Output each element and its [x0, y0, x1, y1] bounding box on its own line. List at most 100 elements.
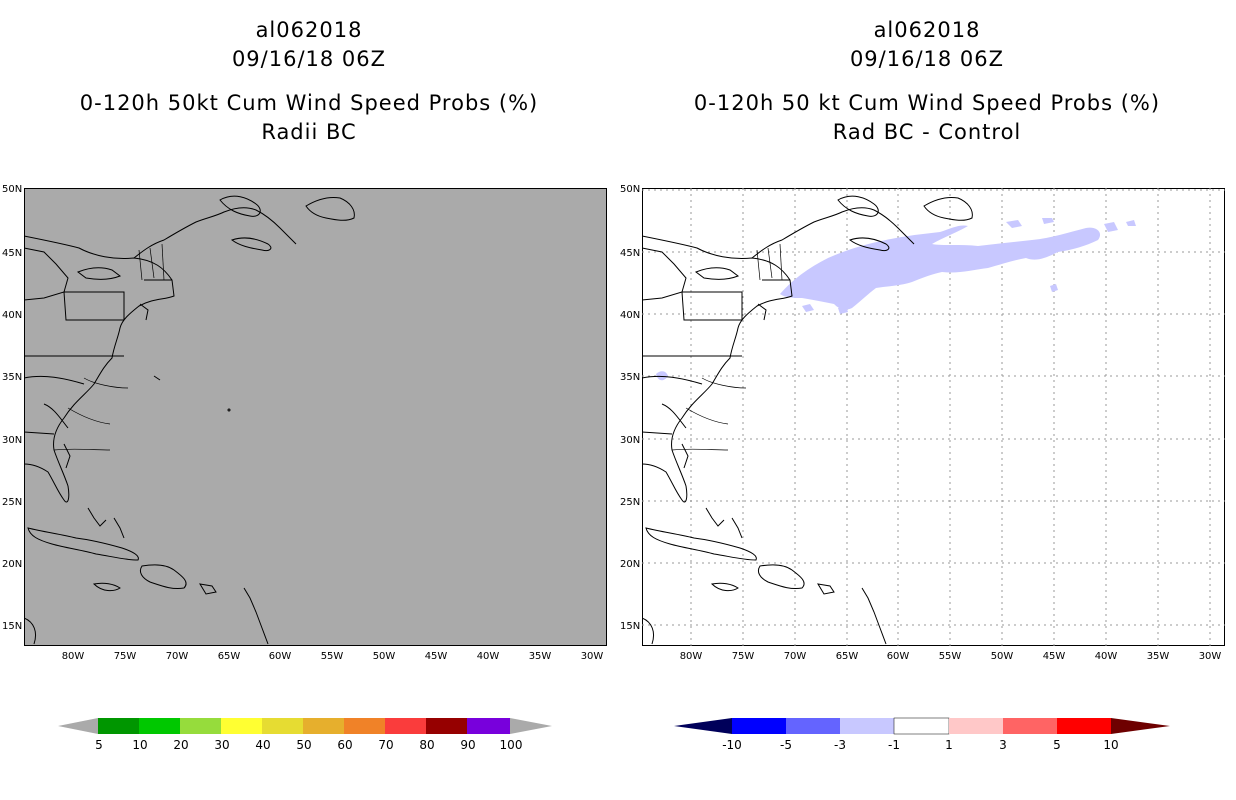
lon-label: 65W	[835, 651, 859, 662]
colorbar-swatch	[426, 718, 467, 734]
product-title: 0-120h 50kt Cum Wind Speed Probs (%)	[79, 91, 539, 115]
lon-label: 50W	[372, 651, 396, 662]
colorbar-label: 3	[999, 738, 1007, 752]
lon-label: 55W	[320, 651, 344, 662]
colorbar-swatch	[139, 718, 180, 734]
colorbar-swatch	[949, 718, 1003, 734]
left-panel: al062018 09/16/18 06Z 0-120h 50kt Cum Wi…	[2, 18, 607, 752]
lon-label: 30W	[580, 651, 604, 662]
product-title: 0-120h 50 kt Cum Wind Speed Probs (%)	[693, 91, 1161, 115]
lon-label: 40W	[476, 651, 500, 662]
colorbar-label: -5	[780, 738, 792, 752]
colorbar-label: 5	[1053, 738, 1061, 752]
colorbar-label: 80	[419, 738, 435, 752]
colorbar-swatch	[1003, 718, 1057, 734]
colorbar-label: 100	[499, 738, 523, 752]
lat-label: 15N	[2, 621, 23, 632]
colorbar-swatch	[385, 718, 426, 734]
colorbar-end-low	[58, 718, 98, 734]
colorbar-swatch	[344, 718, 385, 734]
lat-label: 30N	[620, 435, 641, 446]
colorbar-label: 90	[460, 738, 476, 752]
colorbar-label: 5	[95, 738, 103, 752]
colorbar-label: 50	[296, 738, 312, 752]
lon-label: 75W	[731, 651, 755, 662]
colorbar-label: -1	[888, 738, 900, 752]
storm-id: al062018	[255, 18, 363, 42]
state-borders	[53, 243, 165, 451]
colorbar-swatch	[303, 718, 344, 734]
lon-label: 55W	[938, 651, 962, 662]
colorbar-probs	[58, 718, 552, 734]
colorbar-label: -3	[834, 738, 846, 752]
lat-label: 15N	[620, 621, 641, 632]
subtitle: Rad BC - Control	[832, 120, 1022, 144]
lon-label: 50W	[990, 651, 1014, 662]
lat-label: 30N	[2, 435, 23, 446]
colorbar-label: 1	[945, 738, 953, 752]
colorbar-label: 10	[132, 738, 148, 752]
colorbar-label: 40	[255, 738, 271, 752]
colorbar-label: 10	[1103, 738, 1119, 752]
lat-label: 40N	[620, 310, 641, 321]
lon-label: 45W	[424, 651, 448, 662]
colorbar-swatch	[786, 718, 840, 734]
colorbar-swatch	[262, 718, 303, 734]
lon-label: 30W	[1198, 651, 1222, 662]
colorbar-end-high	[510, 718, 552, 734]
map-frame	[24, 188, 607, 646]
lat-label: 50N	[2, 184, 23, 195]
colorbar-label: 60	[337, 738, 353, 752]
datetime: 09/16/18 06Z	[231, 47, 387, 71]
lat-label: 50N	[620, 184, 641, 195]
colorbar-label: -10	[722, 738, 742, 752]
gridlines	[642, 188, 1225, 646]
lon-label: 45W	[1042, 651, 1066, 662]
colorbar-end-low	[674, 718, 732, 734]
lat-label: 25N	[2, 497, 23, 508]
right-panel: al062018 09/16/18 06Z 0-120h 50 kt Cum W…	[618, 0, 1236, 800]
lat-label: 35N	[620, 372, 641, 383]
coastlines	[24, 195, 355, 645]
lon-label: 65W	[217, 651, 241, 662]
map-svg	[642, 188, 1225, 646]
storm-id: al062018	[873, 18, 981, 42]
colorbar-swatch	[467, 718, 510, 734]
map-frame	[642, 188, 1225, 646]
colorbar-label: 20	[173, 738, 189, 752]
lat-label: 45N	[2, 248, 23, 259]
lon-label: 40W	[1094, 651, 1118, 662]
map-background	[24, 188, 607, 646]
state-borders	[671, 243, 783, 451]
colorbar-end-high	[1111, 718, 1170, 734]
subtitle: Radii BC	[261, 120, 357, 144]
lon-label: 70W	[165, 651, 189, 662]
colorbar-swatch	[893, 717, 950, 735]
prob-difference-area	[656, 218, 1136, 381]
lon-label: 35W	[528, 651, 552, 662]
lon-label: 60W	[886, 651, 910, 662]
lon-label: 35W	[1146, 651, 1170, 662]
lat-label: 25N	[620, 497, 641, 508]
lon-label: 80W	[679, 651, 703, 662]
lon-label: 60W	[268, 651, 292, 662]
colorbar-swatch	[732, 718, 786, 734]
lon-label: 70W	[783, 651, 807, 662]
map-svg	[24, 188, 607, 646]
colorbar-label: 70	[378, 738, 394, 752]
lon-label: 80W	[61, 651, 85, 662]
colorbar-swatch	[180, 718, 221, 734]
colorbar-swatch	[840, 718, 894, 734]
colorbar-swatch	[221, 718, 262, 734]
lon-label: 75W	[113, 651, 137, 662]
lat-label: 35N	[2, 372, 23, 383]
colorbar-label: 30	[214, 738, 230, 752]
lat-label: 40N	[2, 310, 23, 321]
colorbar-difference	[674, 717, 1170, 735]
lat-label: 20N	[620, 559, 641, 570]
lat-label: 45N	[620, 248, 641, 259]
lat-label: 20N	[2, 559, 23, 570]
colorbar-swatch	[1057, 718, 1111, 734]
datetime: 09/16/18 06Z	[849, 47, 1005, 71]
colorbar-swatch	[98, 718, 139, 734]
